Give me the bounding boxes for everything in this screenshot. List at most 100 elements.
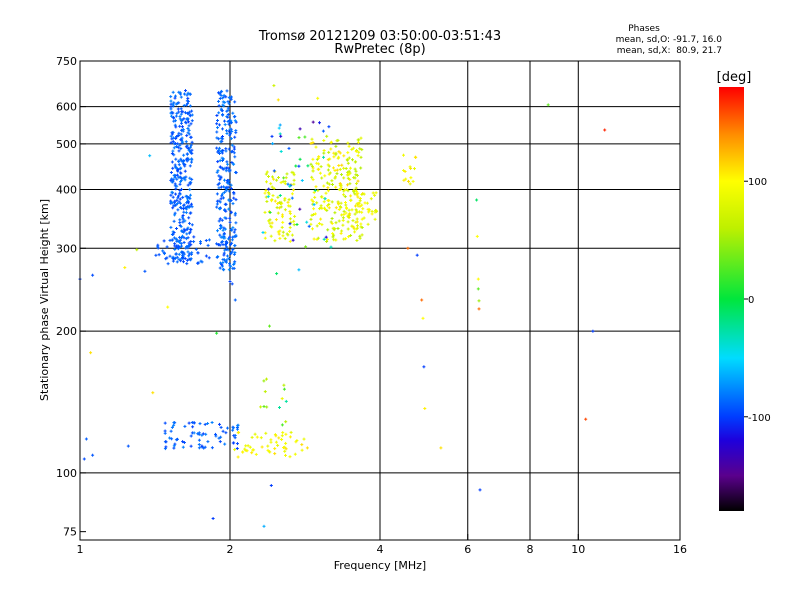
data-point	[186, 91, 190, 95]
data-point	[286, 233, 290, 237]
data-point	[179, 157, 183, 161]
data-point	[187, 158, 191, 162]
data-point	[288, 204, 292, 208]
data-point	[355, 239, 359, 242]
data-point	[228, 262, 231, 266]
data-point	[186, 250, 190, 254]
data-point	[186, 99, 190, 103]
data-point	[175, 111, 179, 115]
data-point	[311, 227, 314, 231]
data-point	[409, 166, 413, 170]
data-point	[181, 445, 185, 449]
data-point	[235, 426, 239, 429]
data-point	[270, 225, 274, 229]
data-point	[225, 132, 229, 135]
data-point	[222, 93, 226, 97]
data-point	[169, 141, 173, 145]
data-point	[176, 142, 180, 146]
data-point	[355, 193, 359, 197]
data-point	[225, 180, 229, 184]
data-point	[230, 161, 234, 164]
data-point	[210, 446, 214, 450]
data-point	[169, 105, 173, 109]
data-point	[192, 240, 196, 244]
data-point	[186, 156, 190, 160]
data-point	[342, 176, 346, 180]
data-point	[354, 186, 358, 190]
data-point	[197, 446, 201, 450]
data-point	[226, 254, 229, 258]
data-point	[263, 210, 267, 214]
data-point	[189, 240, 193, 243]
data-point	[188, 221, 191, 225]
data-point	[340, 229, 344, 233]
data-point	[176, 246, 180, 250]
data-point	[143, 269, 147, 273]
data-point	[173, 176, 177, 180]
data-point	[186, 236, 190, 240]
data-point	[224, 186, 228, 190]
data-point	[123, 266, 127, 270]
data-point	[342, 212, 346, 216]
data-point	[292, 219, 296, 223]
data-point	[217, 436, 221, 440]
data-point	[186, 127, 190, 130]
data-point	[174, 102, 178, 106]
data-point	[350, 224, 354, 228]
data-point	[218, 178, 222, 182]
data-point	[190, 421, 194, 424]
data-point	[186, 131, 190, 135]
data-point	[288, 239, 292, 243]
data-point	[215, 242, 219, 246]
data-point	[169, 225, 173, 229]
data-point	[170, 177, 174, 181]
data-point	[220, 218, 224, 222]
data-point	[273, 239, 277, 243]
data-point	[358, 147, 362, 151]
data-point	[326, 163, 330, 167]
data-point	[219, 150, 223, 154]
data-point	[355, 210, 359, 214]
data-point	[175, 239, 179, 243]
data-point	[184, 246, 188, 250]
data-point	[293, 214, 297, 218]
data-point	[250, 451, 254, 455]
data-point	[346, 161, 350, 165]
chart-title: Tromsø 20121209 03:50:00-03:51:43	[258, 29, 501, 44]
data-point	[168, 238, 172, 242]
data-point	[344, 211, 348, 215]
data-point	[233, 434, 237, 437]
data-point	[328, 157, 332, 161]
colorbar-ticks: 100 0 -100	[744, 177, 771, 424]
data-point	[196, 432, 200, 436]
data-point	[229, 243, 232, 247]
data-point	[190, 148, 194, 152]
data-point	[175, 167, 179, 171]
data-point	[359, 166, 363, 170]
data-point	[341, 223, 345, 227]
data-point	[204, 254, 208, 258]
data-point	[185, 262, 189, 266]
data-point	[320, 223, 324, 227]
data-point	[342, 209, 346, 213]
data-point	[169, 178, 173, 182]
data-point	[171, 256, 174, 260]
data-point	[228, 127, 232, 131]
data-point	[421, 316, 425, 320]
data-point	[221, 258, 225, 261]
data-point	[272, 169, 276, 173]
colorbar	[719, 87, 744, 511]
data-point	[177, 131, 181, 135]
data-point	[292, 223, 296, 227]
data-point	[336, 227, 340, 230]
data-point	[363, 201, 367, 205]
data-point	[341, 216, 345, 220]
data-point	[270, 199, 273, 203]
data-point	[185, 232, 189, 236]
data-point	[222, 190, 226, 194]
data-point	[178, 182, 182, 186]
data-point	[189, 143, 193, 147]
data-point	[352, 225, 356, 229]
data-point	[228, 118, 232, 122]
data-point	[327, 150, 331, 154]
